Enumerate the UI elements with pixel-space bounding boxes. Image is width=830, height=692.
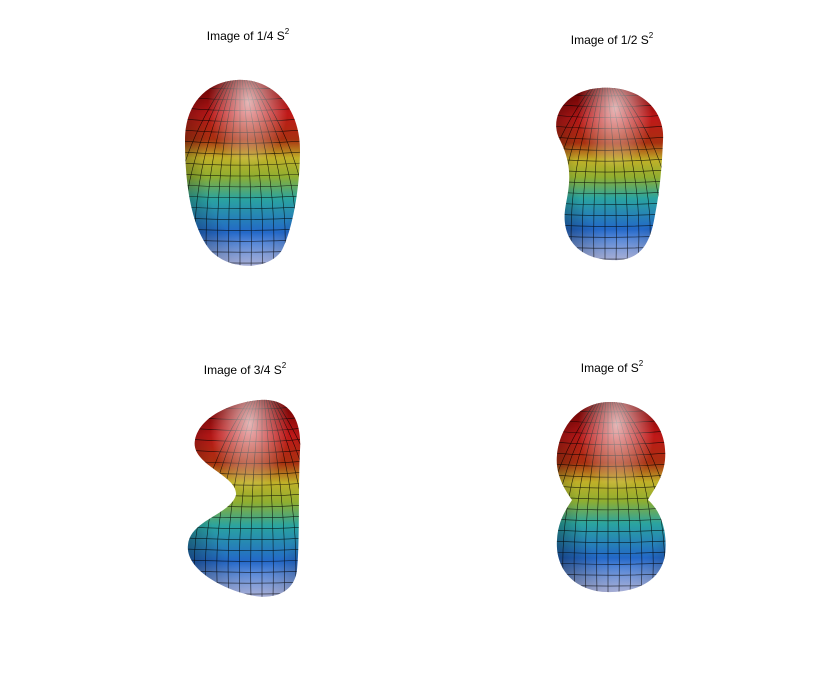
surface: [556, 87, 664, 261]
panel-title: Image of 1/4 S2: [207, 27, 290, 43]
surfaces: [185, 79, 666, 597]
surface: [556, 402, 666, 593]
surface-shine: [187, 399, 301, 597]
surface-shine: [185, 79, 300, 266]
surface: [187, 399, 301, 597]
surface: [185, 79, 300, 266]
panel-title: Image of 1/2 S2: [571, 31, 654, 47]
surface-shine: [556, 87, 664, 261]
panel-title: Image of 3/4 S2: [204, 361, 287, 377]
surface-shine: [556, 402, 666, 593]
panel-title: Image of S2: [581, 359, 644, 375]
